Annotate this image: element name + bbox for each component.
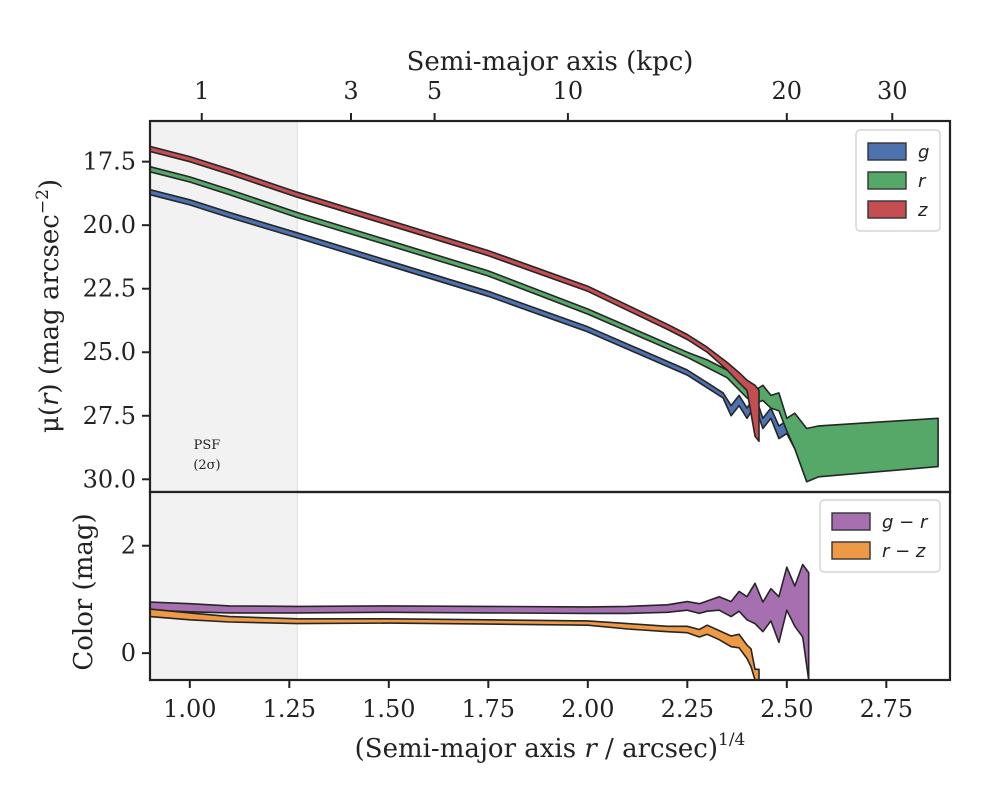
x-tick-label: 1.00 — [163, 695, 216, 723]
y-tick-label: 2 — [121, 532, 136, 560]
psf-label-line1: PSF — [194, 438, 221, 453]
legend-label: z — [917, 200, 928, 221]
kpc-tick-label: 20 — [772, 77, 803, 105]
x-tick-label: 1.50 — [362, 695, 415, 723]
kpc-tick-label: 30 — [877, 77, 908, 105]
legend-label: r − z — [882, 541, 926, 562]
legend-swatch — [831, 512, 871, 531]
x-tick-label: 2.00 — [561, 695, 614, 723]
top-y-ticks: 17.5 20.0 22.5 25.0 27.5 30.0 — [83, 148, 150, 493]
kpc-tick-label: 1 — [194, 77, 209, 105]
top-x-axis-title: Semi-major axis (kpc) — [407, 47, 694, 77]
x-tick-label: 2.75 — [860, 695, 913, 723]
y-tick-label: 25.0 — [83, 338, 136, 366]
bottom-legend: g − r r − z — [819, 499, 941, 573]
series-z-band — [149, 145, 760, 443]
kpc-tick-label: 5 — [427, 77, 442, 105]
y-tick-label: 0 — [121, 639, 136, 667]
top-psf-region — [150, 121, 298, 492]
legend-swatch — [867, 171, 907, 190]
bottom-y-axis-title: Color (mag) — [69, 513, 99, 670]
y-tick-label: 22.5 — [83, 275, 136, 303]
legend-label: g − r — [882, 512, 929, 533]
bottom-axes-frame — [148, 490, 952, 682]
top-legend: grz — [855, 129, 941, 232]
x-tick-label: 2.25 — [661, 695, 714, 723]
y-tick-label: 20.0 — [83, 211, 136, 239]
y-tick-label: 30.0 — [83, 465, 136, 493]
legend-label: g — [918, 142, 929, 163]
psf-shade — [150, 121, 298, 492]
legend-swatch — [867, 200, 907, 219]
x-tick-label: 1.75 — [462, 695, 515, 723]
top-series-layer — [149, 145, 939, 483]
bottom-psf-region — [150, 492, 298, 680]
legend-swatch — [867, 142, 907, 161]
x-tick-label: 2.50 — [760, 695, 813, 723]
bottom-panel: 02 1.00 1.25 1.50 1.75 2.00 2.25 2.50 2.75 Colo… — [69, 490, 952, 764]
series-r-band — [149, 165, 939, 483]
psf-shade — [150, 492, 298, 680]
top-kpc-ticks: 1 3 5 10 20 30 — [194, 77, 908, 121]
x-tick-label: 1.25 — [263, 695, 316, 723]
y-tick-label: 17.5 — [83, 148, 136, 176]
top-y-axis-title: μ(r) (mag arcsec−2) — [33, 179, 65, 433]
bottom-y-ticks: 02 — [121, 532, 150, 667]
legend-swatch — [831, 541, 871, 560]
bottom-x-ticks: 1.00 1.25 1.50 1.75 2.00 2.25 2.50 2.75 — [163, 680, 913, 723]
kpc-tick-label: 3 — [343, 77, 358, 105]
y-tick-label: 27.5 — [83, 402, 136, 430]
legend-label: r — [918, 171, 927, 192]
top-panel: 17.5 20.0 22.5 25.0 27.5 30.0 1 3 5 10 20 30 Semi-… — [33, 47, 952, 493]
psf-label-line2: (2σ) — [193, 458, 220, 473]
bottom-x-axis-title: (Semi-major axis r / arcsec)1/4 — [355, 730, 746, 764]
kpc-tick-label: 10 — [553, 77, 584, 105]
